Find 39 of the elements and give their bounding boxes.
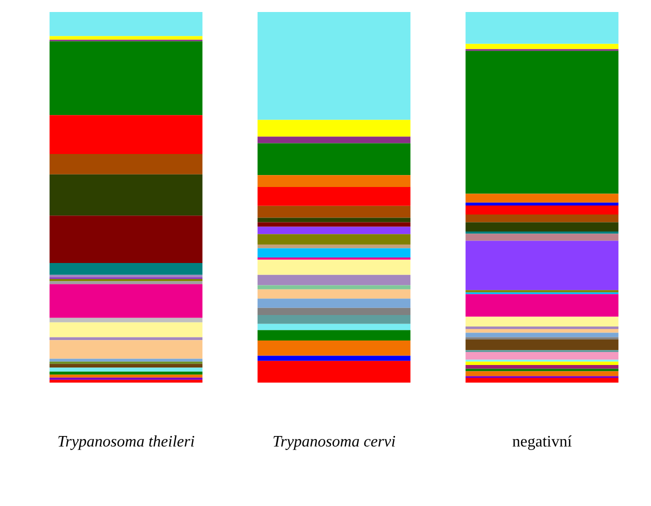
bar <box>258 330 410 341</box>
bar <box>466 365 618 369</box>
bar <box>258 120 410 137</box>
bar <box>258 244 410 248</box>
bar <box>258 324 410 330</box>
bar <box>466 234 618 241</box>
bar <box>50 41 202 116</box>
x-tick-label: Trypanosoma theileri <box>57 434 195 451</box>
bar <box>258 285 410 290</box>
bar <box>258 136 410 144</box>
bar <box>258 12 410 120</box>
bar <box>50 284 202 318</box>
bar <box>258 360 410 383</box>
x-tick-label: Trypanosoma cervi <box>272 434 396 451</box>
bar <box>50 372 202 375</box>
bar <box>50 368 202 372</box>
bar <box>258 289 410 299</box>
bar <box>466 378 618 383</box>
bar <box>50 318 202 322</box>
bar <box>50 358 202 362</box>
bar <box>258 340 410 356</box>
bar <box>258 257 410 260</box>
bar <box>50 374 202 378</box>
bar <box>50 281 202 284</box>
bar <box>258 298 410 308</box>
bar <box>466 44 618 50</box>
bar <box>258 143 410 176</box>
bar <box>50 340 202 359</box>
bar <box>466 50 618 194</box>
bar <box>258 314 410 324</box>
x-tick-label: negativní <box>512 434 572 451</box>
bar <box>50 12 202 36</box>
bar <box>50 36 202 40</box>
bar <box>258 356 410 361</box>
bar <box>466 352 618 360</box>
bar <box>466 202 618 206</box>
bar <box>466 12 618 44</box>
bar <box>466 371 618 376</box>
bar <box>466 368 618 372</box>
